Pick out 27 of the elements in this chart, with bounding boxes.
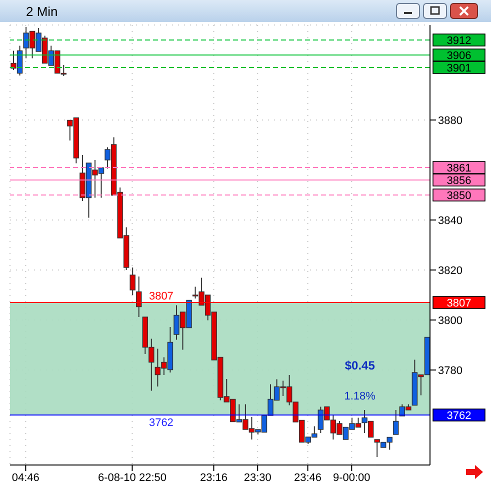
- ref-line-label: 3807: [446, 298, 472, 310]
- y-tick-label: 3820: [438, 264, 462, 277]
- chart-title: 2 Min: [26, 4, 58, 19]
- x-tick-label: 23:46: [294, 472, 322, 484]
- x-tick-label: 6-08-10 22:50: [98, 472, 166, 484]
- annotation: 3807: [148, 290, 174, 302]
- y-tick-label: 3880: [438, 114, 462, 127]
- ref-line-label: 3901: [446, 62, 472, 74]
- annotation: 3762: [148, 417, 174, 429]
- candlestick: [393, 410, 399, 435]
- ref-line-label: 3912: [446, 35, 472, 47]
- y-tick-label: 3800: [438, 314, 462, 327]
- y-tick-label: 3840: [438, 214, 462, 227]
- ref-line-label: 3762: [446, 410, 472, 422]
- ref-line-label: 3906: [446, 50, 472, 62]
- y-tick-label: 3780: [438, 364, 462, 377]
- ref-line-label: 3856: [446, 175, 472, 187]
- x-tick-label: 23:30: [244, 472, 272, 484]
- ref-line-label: 3861: [446, 162, 472, 174]
- annotation: $0.45: [344, 358, 376, 373]
- candlestick: [130, 267, 136, 296]
- annotation: 1.18%: [344, 390, 376, 403]
- ref-line-label: 3850: [446, 190, 472, 202]
- x-tick-label: 9-00:00: [332, 472, 370, 484]
- candlestick: [136, 276, 142, 318]
- x-tick-label: 23:16: [200, 472, 228, 484]
- x-tick-label: 04:46: [12, 472, 40, 484]
